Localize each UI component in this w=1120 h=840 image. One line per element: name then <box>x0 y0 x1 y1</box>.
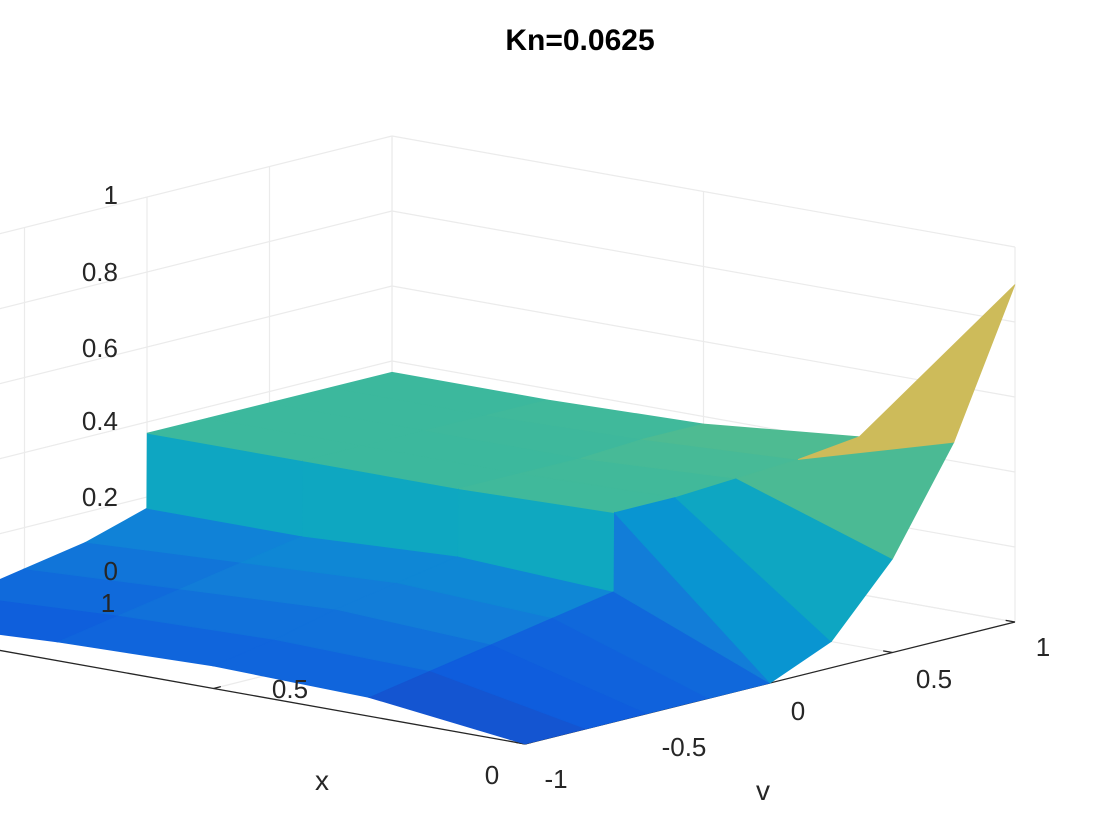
v-tick-0: 0 <box>791 696 805 726</box>
v-tick-0.5: 0.5 <box>916 664 952 694</box>
z-tick-1: 1 <box>104 180 118 210</box>
v-tick-1: 1 <box>1036 632 1050 662</box>
v-tick--1: -1 <box>544 764 567 794</box>
chart-title: Kn=0.0625 <box>505 24 654 57</box>
grid-line-backz-4 <box>0 210 393 310</box>
z-tick-0.8: 0.8 <box>82 257 118 287</box>
x-tick-0: 0 <box>485 760 499 790</box>
x-axis-label: x <box>315 765 329 796</box>
z-tick-0.6: 0.6 <box>82 333 118 363</box>
z-tick-0.2: 0.2 <box>82 482 118 512</box>
v-tick-mark-4 <box>1005 619 1016 623</box>
x-tick-0.5: 0.5 <box>272 674 308 704</box>
grid-line-backz-5 <box>0 135 393 235</box>
grid-line-sidez-4 <box>391 210 1016 323</box>
surface-patch-0-8 <box>797 284 1016 460</box>
grid-line-backz-3 <box>0 285 393 385</box>
z-tick-0.4: 0.4 <box>82 406 118 436</box>
grid-line-sidez-5 <box>391 135 1016 248</box>
x-tick-mark-1 <box>213 686 222 690</box>
z-tick-0: 0 <box>104 556 118 586</box>
v-tick-mark-3 <box>883 650 893 654</box>
surface <box>0 284 1016 745</box>
x-tick-1: 1 <box>101 588 115 618</box>
v-tick--0.5: -0.5 <box>662 732 707 762</box>
grid-line-sidez-3 <box>391 285 1016 398</box>
grid-line-backz-2 <box>0 360 393 460</box>
v-axis-label: v <box>756 775 770 806</box>
